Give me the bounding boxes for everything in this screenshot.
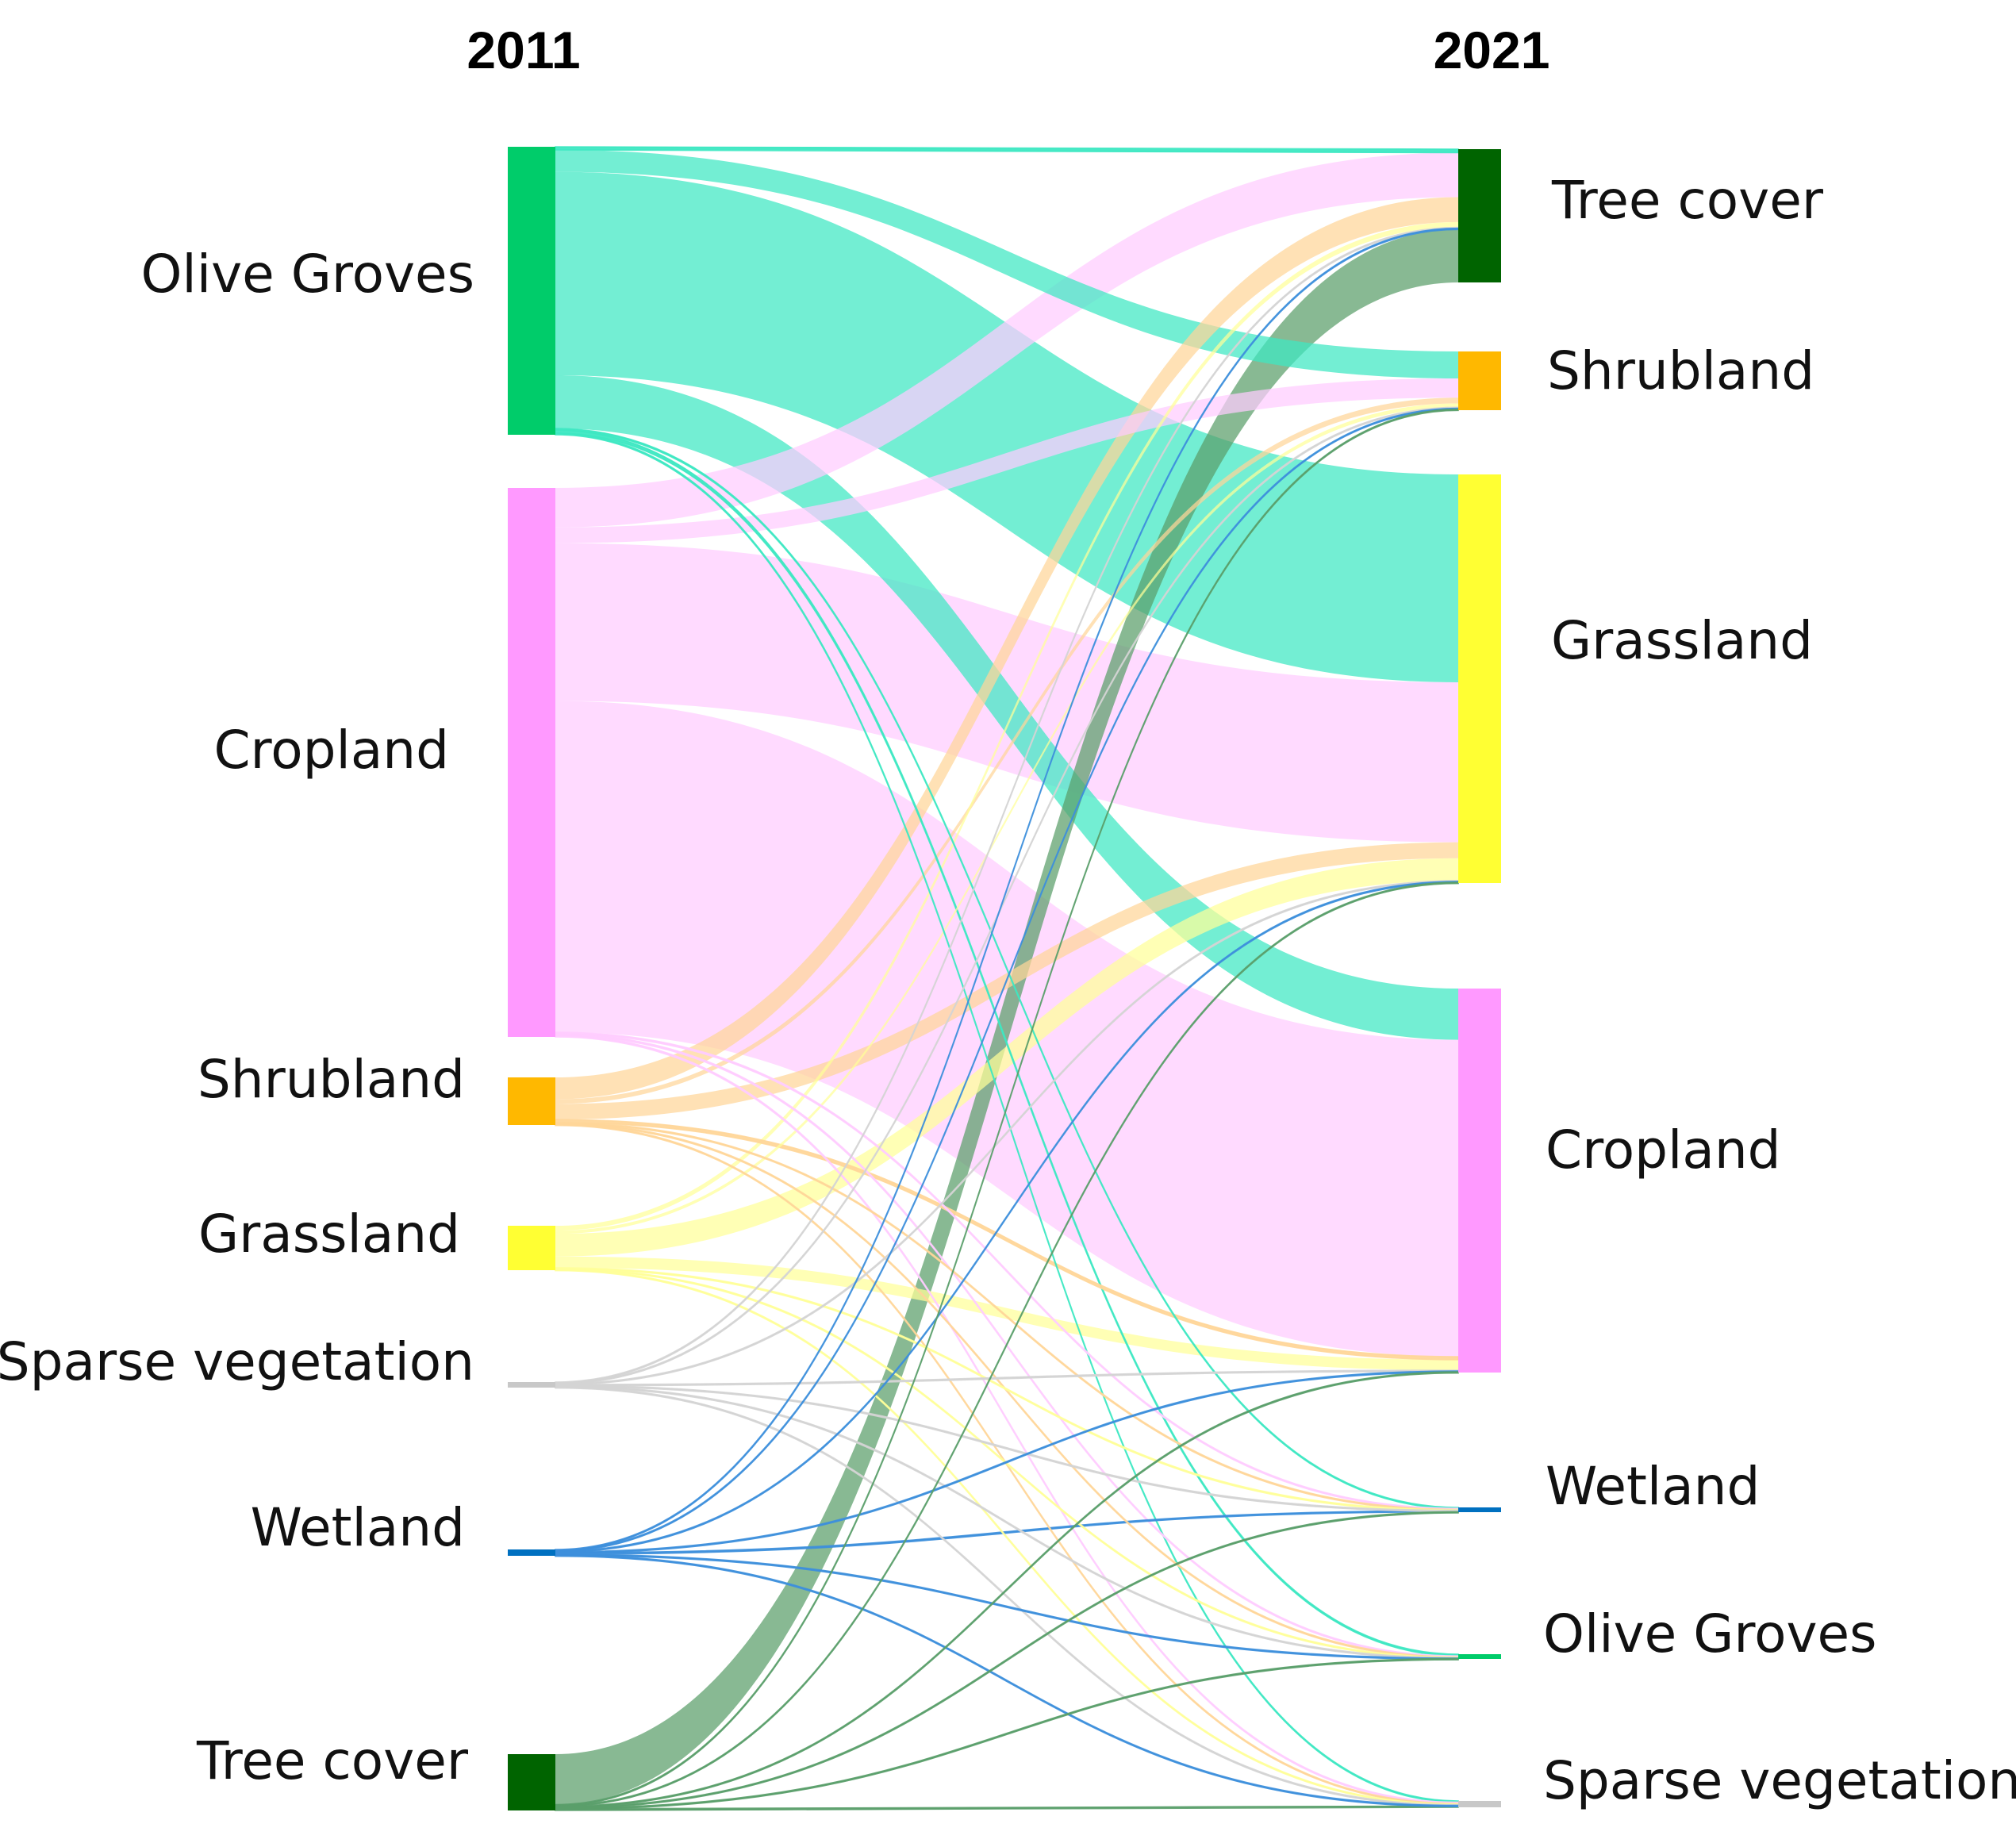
node-2011-sv [508, 1382, 555, 1388]
flow-tc-to-og [555, 1657, 1459, 1810]
category-nodes [508, 147, 1501, 1810]
node-2011-wl [508, 1549, 555, 1556]
label-2011-wl: Wetland [251, 1497, 465, 1558]
label-2011-tc: Tree cover [196, 1730, 469, 1791]
label-2011-sh: Shrubland [198, 1049, 465, 1110]
node-2021-cr [1458, 989, 1501, 1373]
node-2021-gr [1458, 474, 1501, 883]
label-2011-sv: Sparse vegetation [0, 1331, 474, 1392]
flow-links [555, 146, 1459, 1811]
flow-wl-to-cr [555, 1370, 1459, 1554]
year-2021-label: 2021 [1434, 21, 1550, 79]
flow-cr-to-tc [555, 152, 1458, 528]
node-2021-og [1458, 1654, 1501, 1659]
label-2021-sh: Shrubland [1547, 340, 1814, 401]
flow-og-to-sh [555, 149, 1458, 378]
category-labels: Olive Groves Cropland Shrubland Grassland Sp… [0, 170, 2016, 1811]
node-2011-tc [508, 1754, 555, 1810]
flow-tc-to-cr [555, 1371, 1459, 1809]
node-2021-wl [1458, 1507, 1501, 1512]
label-2011-cr: Cropland [213, 720, 449, 781]
flow-gr-to-sh [555, 403, 1458, 1234]
label-2021-tc: Tree cover [1551, 170, 1824, 231]
flow-og-to-cr [555, 375, 1458, 1040]
node-2021-sv [1458, 1801, 1501, 1807]
node-2021-tc [1458, 149, 1501, 282]
node-2011-gr [508, 1226, 555, 1270]
label-2021-wl: Wetland [1546, 1456, 1760, 1517]
flow-cr-to-sh [555, 378, 1458, 543]
flow-gr-to-gr [555, 858, 1458, 1257]
flow-sh-to-tc [555, 197, 1458, 1100]
flow-tc-to-gr [555, 881, 1459, 1808]
node-2021-sh [1458, 351, 1501, 410]
flow-wl-to-wl [555, 1510, 1459, 1555]
flow-gr-to-cr [555, 1256, 1458, 1371]
flow-wl-to-sv [555, 1554, 1459, 1808]
flow-tc-to-sh [555, 408, 1459, 1807]
label-2021-sv: Sparse vegetation [1543, 1750, 2016, 1811]
flow-og-to-gr [555, 171, 1458, 683]
label-2021-cr: Cropland [1546, 1119, 1781, 1181]
label-2021-gr: Grassland [1551, 610, 1813, 671]
flow-gr-to-tc [555, 221, 1458, 1231]
label-2021-og: Olive Groves [1543, 1603, 1877, 1664]
flow-tc-to-wl [555, 1511, 1459, 1810]
node-2011-cr [508, 488, 555, 1037]
flow-sh-to-sh [555, 397, 1458, 1104]
label-2011-og: Olive Groves [140, 244, 474, 305]
node-2011-sh [508, 1077, 555, 1125]
flow-og-to-tc [555, 146, 1459, 154]
flow-tc-to-sv [555, 1805, 1459, 1811]
flow-tc-to-tc [555, 228, 1458, 1805]
label-2011-gr: Grassland [198, 1204, 460, 1265]
year-2011-label: 2011 [467, 21, 580, 79]
node-2011-og [508, 147, 555, 435]
